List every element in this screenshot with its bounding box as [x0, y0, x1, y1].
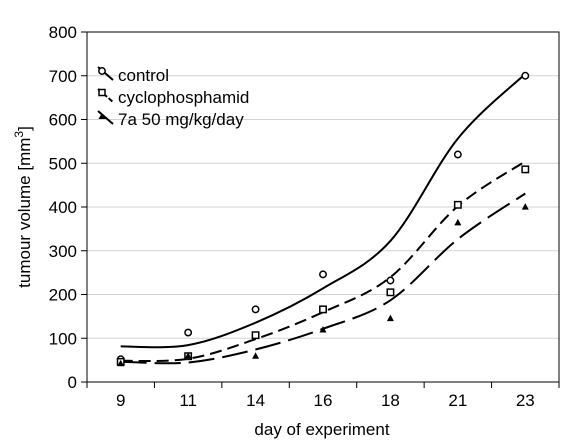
point-series-2 [454, 218, 462, 226]
y-tick-label: 200 [49, 286, 77, 305]
y-tick-label: 600 [49, 111, 77, 130]
point-series-0 [521, 71, 530, 80]
point-series-2 [252, 352, 260, 359]
point-series-2 [184, 352, 192, 359]
point-series-0 [251, 305, 260, 314]
y-axis-label-text: tumour volume [mm [15, 138, 34, 288]
legend-label-cyclophosphamid: cyclophosphamid [118, 88, 249, 107]
x-axis: 9 11 14 16 18 21 23 [86, 382, 560, 410]
y-axis-label: tumour volume [mm3] [12, 126, 34, 288]
point-series-1 [453, 200, 462, 209]
y-axis-label-superscript: 3 [12, 131, 26, 138]
legend-entry-7a: 7a 50 mg/kg/day [97, 110, 244, 129]
y-axis: 0 100 200 300 400 500 600 700 800 [49, 23, 87, 392]
point-series-1 [319, 305, 327, 314]
point-series-0 [184, 328, 193, 337]
point-series-2 [521, 203, 529, 210]
legend: control cyclophosphamid 7a 50 mg/kg/day [97, 66, 249, 129]
grid [87, 75, 559, 339]
legend-line-7a [97, 110, 114, 125]
fit-line-0 [120, 73, 526, 349]
point-series-1 [521, 165, 530, 174]
point-series-2 [386, 314, 394, 322]
legend-marker-cyclophosphamid [98, 88, 106, 97]
legend-entry-cyclophosphamid: cyclophosphamid [97, 88, 249, 107]
data-points [116, 71, 530, 367]
legend-label-control: control [118, 66, 169, 85]
legend-entry-control: control [97, 66, 169, 85]
x-tick-label: 16 [314, 391, 333, 410]
y-axis-label-close: ] [15, 126, 34, 131]
y-tick-label: 0 [68, 373, 77, 392]
y-tick-label: 100 [49, 329, 77, 348]
point-series-0 [386, 276, 395, 285]
y-tick-label: 500 [49, 154, 77, 173]
x-tick-label: 14 [246, 391, 265, 410]
y-tick-label: 800 [49, 23, 77, 42]
point-series-2 [117, 359, 125, 367]
point-series-0 [319, 270, 327, 279]
point-series-1 [251, 331, 260, 340]
x-tick-label: 18 [381, 391, 400, 410]
legend-label-7a: 7a 50 mg/kg/day [118, 110, 244, 129]
x-tick-label: 9 [116, 391, 125, 410]
legend-marker-control [98, 67, 106, 75]
x-tick-label: 21 [448, 391, 467, 410]
x-axis-label: day of experiment [254, 420, 389, 439]
point-series-1 [386, 288, 395, 297]
y-tick-label: 700 [49, 67, 77, 86]
y-tick-label: 400 [49, 198, 77, 217]
x-tick-label: 23 [516, 391, 535, 410]
y-tick-label: 300 [49, 242, 77, 261]
point-series-2 [319, 326, 327, 333]
x-tick-label: 11 [179, 391, 197, 410]
point-series-0 [453, 150, 462, 159]
legend-marker-7a [98, 113, 106, 119]
